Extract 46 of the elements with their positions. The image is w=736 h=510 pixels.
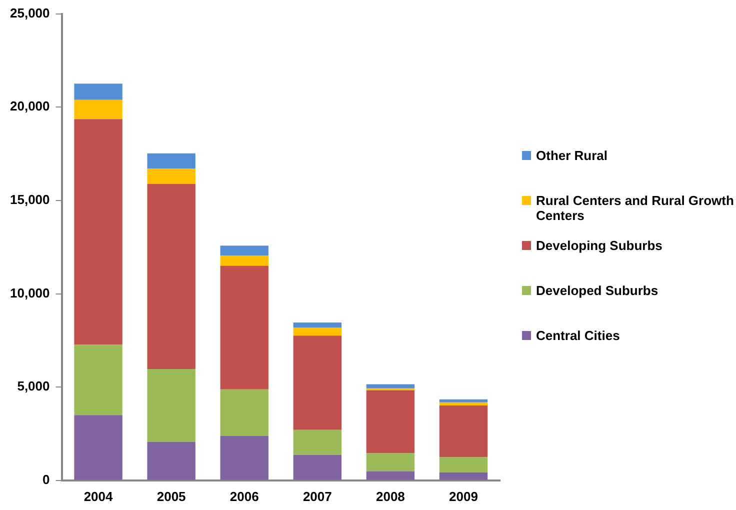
bar (293, 455, 342, 480)
bar (366, 390, 415, 454)
bar (293, 322, 342, 328)
x-tick-label: 2007 (302, 488, 332, 504)
x-tick-label: 2008 (376, 488, 405, 504)
bar (147, 168, 196, 184)
y-tick-label: 10,000 (10, 285, 50, 300)
x-tick-label: 2009 (449, 488, 478, 504)
legend-label: Rural Centers and Rural Growth Centers (536, 193, 734, 223)
bar (439, 472, 488, 480)
bar (147, 184, 196, 369)
bar (74, 100, 122, 120)
y-tick-label: 20,000 (10, 98, 50, 114)
y-tick-label: 25,000 (10, 5, 50, 20)
bar (220, 266, 268, 390)
bar (74, 84, 122, 100)
bar (147, 368, 196, 442)
bar (366, 471, 415, 480)
y-tick-label: 0 (42, 472, 50, 487)
bar (220, 256, 268, 266)
bar (293, 328, 342, 336)
bar (439, 406, 488, 458)
bar (220, 389, 268, 436)
legend-label: Developing Suburbs (536, 238, 662, 253)
bar (220, 246, 268, 256)
bar (74, 415, 122, 480)
bar (74, 344, 122, 416)
y-tick-label: 5,000 (17, 378, 50, 394)
bar (366, 384, 415, 388)
bar (147, 442, 196, 480)
bar (293, 430, 342, 456)
bar (439, 399, 488, 402)
bar (439, 457, 488, 472)
y-tick-label: 15,000 (10, 192, 50, 208)
x-tick-label: 2006 (230, 488, 259, 504)
bar (439, 402, 488, 406)
legend-label: Other Rural (536, 148, 608, 163)
bar (147, 153, 196, 169)
legend-label: Developed Suburbs (536, 283, 658, 298)
x-tick-label: 2004 (84, 488, 114, 504)
bar (74, 119, 122, 345)
bar (220, 436, 268, 480)
bar (366, 453, 415, 472)
bar (293, 336, 342, 430)
x-tick-label: 2005 (156, 488, 186, 504)
legend-label: Central Cities (536, 328, 620, 343)
